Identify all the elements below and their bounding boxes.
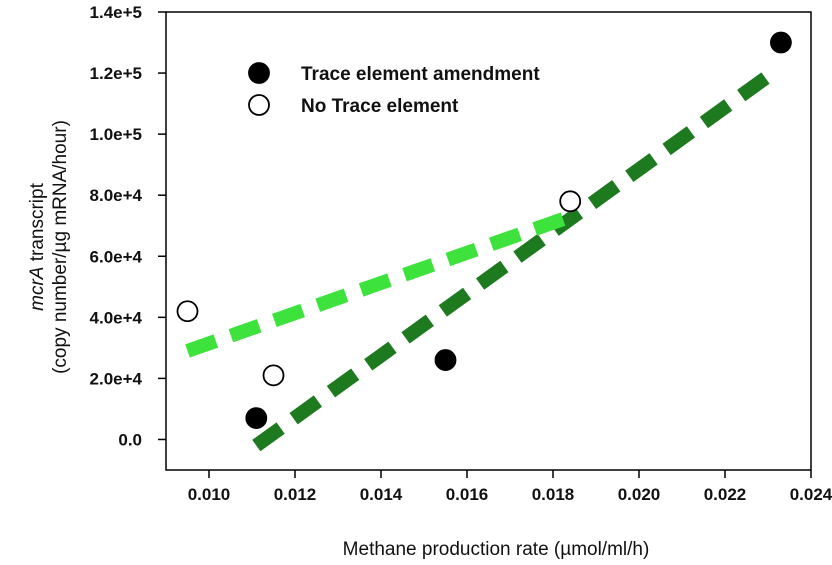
x-tick-label: 0.012 (274, 485, 317, 504)
trendlines (185, 64, 781, 452)
y-tick-label: 8.0e+4 (90, 186, 143, 205)
filled-point (434, 349, 457, 371)
x-axis-title: Methane production rate (µmol/ml/h) (343, 539, 650, 560)
legend-marker (248, 94, 270, 116)
legend: Trace element amendment No Trace element (248, 62, 540, 117)
y-tick-label: 4.0e+4 (90, 308, 143, 327)
y-axis-title-italic: mcrA (27, 267, 48, 311)
open-point (559, 190, 582, 213)
legend-marker (248, 62, 270, 84)
plot-frame (165, 11, 812, 471)
x-tick-label: 0.010 (188, 485, 231, 504)
y-axis-title-line2: (copy number/µg mRNA/hour) (50, 120, 71, 374)
x-tick-label: 0.014 (360, 485, 403, 504)
y-axis-title-rest: transcript (27, 182, 48, 266)
y-tick-label: 1.2e+5 (90, 64, 142, 83)
y-tick-label: 2.0e+4 (90, 369, 143, 388)
legend-label: No Trace element (301, 96, 459, 117)
y-tick-label: 0.0 (118, 430, 142, 449)
x-tick-label: 0.018 (532, 485, 575, 504)
legend-label: Trace element amendment (301, 64, 540, 85)
y-tick-label: 6.0e+4 (90, 247, 143, 266)
filled-point (245, 407, 268, 429)
filled-point (770, 31, 792, 54)
trendline (185, 209, 573, 358)
open-point (176, 300, 199, 323)
open-point (262, 364, 285, 387)
y-tick-label: 1.4e+5 (90, 3, 142, 22)
x-tick-label: 0.020 (618, 485, 661, 504)
y-tick-label: 1.0e+5 (90, 125, 142, 144)
x-axis: 0.010 0.012 0.014 0.016 0.018 0.020 0.022 0.024 (188, 470, 832, 504)
y-axis: 0.0 2.0e+4 4.0e+4 6.0e+4 8.0e+4 1.0e+5 1.2e+5 1… (90, 3, 166, 449)
y-axis-title: mcrA transcript (27, 182, 48, 310)
x-tick-label: 0.022 (704, 485, 747, 504)
data-points (176, 31, 792, 429)
x-tick-label: 0.024 (790, 485, 832, 504)
x-tick-label: 0.016 (446, 485, 489, 504)
trendline (252, 64, 781, 452)
plot-border (165, 11, 812, 471)
